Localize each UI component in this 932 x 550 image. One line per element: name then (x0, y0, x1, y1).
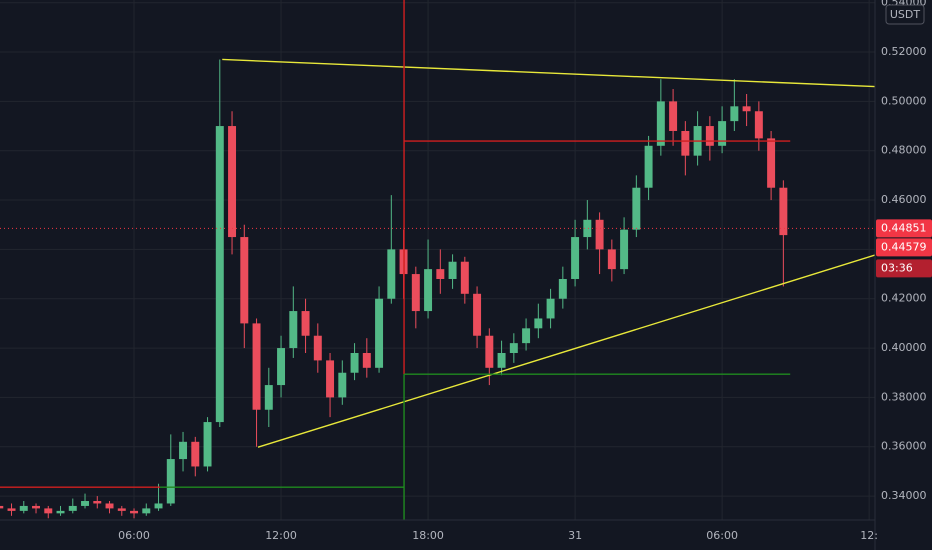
candle-body (375, 298, 384, 368)
candle-body (571, 237, 580, 279)
drawing-line (222, 58, 875, 88)
x-tick-label: 12: (860, 529, 878, 542)
candle-body (656, 101, 665, 146)
candle-body (68, 505, 77, 511)
y-tick-label: 0.40000 (881, 341, 927, 354)
y-tick-label: 0.52000 (881, 45, 927, 58)
quote-box (885, 4, 925, 25)
candle-body (326, 360, 335, 398)
candle-body (681, 130, 690, 156)
candle-body (436, 269, 445, 279)
y-tick-label: 0.34000 (881, 489, 927, 502)
candle-body (301, 311, 310, 336)
candle-body (130, 510, 139, 514)
candle-body (718, 121, 727, 146)
candle-body (56, 510, 65, 514)
candle-body (338, 372, 347, 398)
candle-body (19, 505, 28, 511)
candle-body (767, 138, 776, 188)
candle-body (0, 505, 4, 509)
candle-body (730, 106, 739, 122)
candle-body (252, 323, 261, 410)
candle-body (411, 274, 420, 312)
price-label: 0.44579 (881, 240, 927, 253)
y-tick-label: 0.46000 (881, 193, 927, 206)
candle-body (558, 278, 567, 299)
price-label-box (876, 219, 932, 238)
y-tick-label: 0.54000 (881, 0, 927, 9)
candle-body (669, 101, 678, 131)
candle-body (534, 318, 543, 329)
candle-body (350, 352, 359, 373)
candle-body (607, 249, 616, 270)
y-tick-label: 0.48000 (881, 144, 927, 157)
candle-body (7, 508, 16, 511)
countdown-label: 03:36 (881, 261, 913, 274)
candle-body (44, 508, 53, 514)
y-tick-label: 0.50000 (881, 94, 927, 107)
x-tick-label: 06:00 (118, 529, 150, 542)
candle-body (644, 145, 653, 188)
candle-body (117, 508, 126, 511)
countdown-box (876, 259, 932, 278)
candle-body (460, 261, 469, 294)
candle-body (289, 311, 298, 349)
candle-body (93, 501, 102, 504)
candle-body (166, 459, 175, 504)
candle-body (191, 441, 200, 467)
candle-body (313, 335, 322, 361)
candle-body (362, 352, 371, 368)
candle-body (705, 126, 714, 146)
candle-body (32, 505, 41, 509)
price-label: 0.44851 (881, 221, 927, 234)
candle-body (105, 503, 114, 509)
candle-body (228, 126, 237, 238)
candle-body (154, 503, 163, 509)
candle-body (240, 237, 249, 324)
quote-label: USDT (890, 8, 921, 21)
candle-body (81, 501, 90, 506)
candle-body (509, 343, 518, 353)
candle-body (583, 219, 592, 238)
candle-body (203, 422, 212, 467)
candle-body (620, 229, 629, 270)
drawing-line (257, 254, 875, 448)
candle-body (497, 352, 506, 368)
x-tick-label: 31 (568, 529, 582, 542)
candle-body (142, 508, 151, 514)
candle-body (522, 328, 531, 344)
y-tick-label: 0.42000 (881, 292, 927, 305)
candle-body (264, 385, 273, 410)
candle-body (546, 298, 555, 319)
candle-body (632, 187, 641, 230)
candle-body (448, 261, 457, 279)
price-label-box (876, 238, 932, 257)
candle-body (387, 249, 396, 299)
candle-body (473, 293, 482, 336)
y-tick-label: 0.36000 (881, 440, 927, 453)
plot-area (0, 0, 875, 520)
x-tick-label: 06:00 (706, 529, 738, 542)
axes: 0.340000.360000.380000.400000.420000.440… (118, 0, 932, 542)
candle-body (424, 269, 433, 312)
candle-body (742, 106, 751, 112)
candle-body (485, 335, 494, 368)
x-tick-label: 18:00 (412, 529, 444, 542)
candle-body (779, 187, 788, 236)
y-tick-label: 0.38000 (881, 390, 927, 403)
candle-body (754, 111, 763, 139)
candle-body (595, 219, 604, 250)
candle-body (179, 441, 188, 460)
candle-body (215, 126, 224, 423)
x-tick-label: 12:00 (265, 529, 297, 542)
candle-body (277, 348, 286, 386)
